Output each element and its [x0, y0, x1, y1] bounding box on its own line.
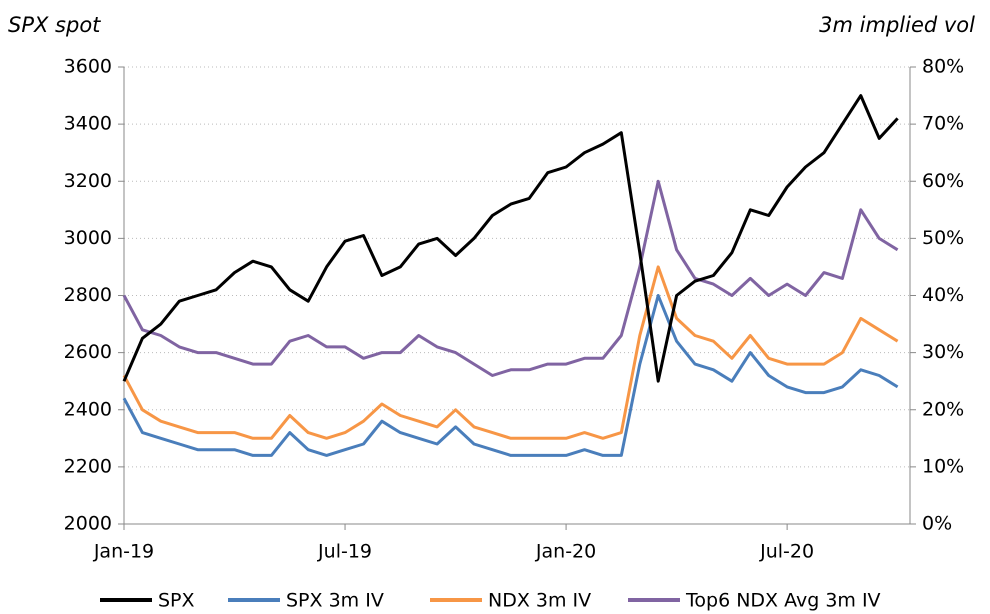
y-tick-label: 2000 — [64, 513, 112, 535]
y-tick-label: 2400 — [64, 398, 112, 420]
legend-label: SPX — [158, 590, 195, 612]
y2-tick-label: 70% — [922, 113, 964, 135]
y2-tick-label: 40% — [922, 284, 964, 306]
y-tick-label: 3200 — [64, 170, 112, 192]
legend-label: NDX 3m IV — [488, 590, 591, 612]
x-tick-label: Jul-19 — [317, 541, 372, 563]
y-tick-label: 2200 — [64, 455, 112, 477]
series-line — [122, 94, 899, 383]
y2-tick-label: 80% — [922, 56, 964, 78]
y2-axis-title: 3m implied vol — [819, 13, 975, 37]
y2-tick-label: 0% — [922, 513, 952, 535]
y-tick-label: 3600 — [64, 56, 112, 78]
y2-tick-label: 30% — [922, 341, 964, 363]
series-line — [122, 294, 899, 457]
legend-label: SPX 3m IV — [286, 590, 384, 612]
y2-tick-label: 10% — [922, 455, 964, 477]
series-line — [122, 265, 899, 440]
y2-tick-label: 50% — [922, 227, 964, 249]
y-tick-label: 2800 — [64, 284, 112, 306]
y2-tick-label: 60% — [922, 170, 964, 192]
x-tick-label: Jan-20 — [535, 541, 596, 563]
x-tick-label: Jan-19 — [93, 541, 154, 563]
y2-tick-label: 20% — [922, 398, 964, 420]
legend-label: Top6 NDX Avg 3m IV — [685, 590, 881, 612]
y-tick-label: 3000 — [64, 227, 112, 249]
y-axis-title: SPX spot — [8, 13, 101, 37]
series-line — [122, 179, 899, 377]
x-tick-label: Jul-20 — [759, 541, 814, 563]
y-tick-label: 2600 — [64, 341, 112, 363]
y-tick-label: 3400 — [64, 113, 112, 135]
